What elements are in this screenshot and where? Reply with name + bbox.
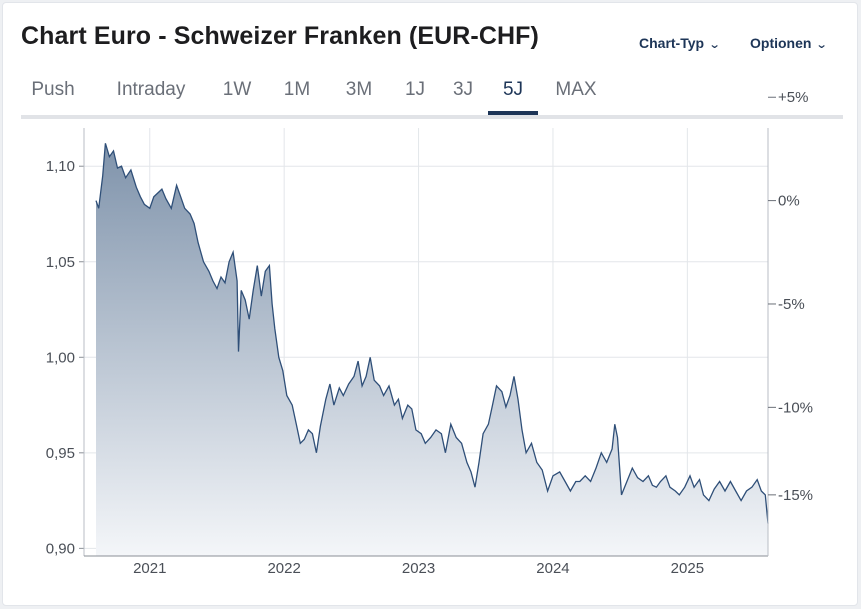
tab-intraday[interactable]: Intraday bbox=[116, 79, 186, 100]
x-tick-label: 2025 bbox=[671, 560, 704, 577]
tab-3j[interactable]: 3J bbox=[452, 79, 474, 100]
price-line bbox=[95, 143, 769, 524]
options-menu[interactable]: Optionen ⌄ bbox=[750, 35, 829, 51]
tab-1j[interactable]: 1J bbox=[404, 79, 426, 100]
page-title: Chart Euro - Schweizer Franken (EUR-CHF) bbox=[21, 22, 539, 50]
tab-max[interactable]: MAX bbox=[555, 79, 597, 100]
y-tick-label: 1,05 bbox=[46, 254, 75, 271]
x-tick-label: 2023 bbox=[402, 560, 435, 577]
y-tick-label: 1,00 bbox=[46, 349, 75, 366]
chevron-down-icon: ⌄ bbox=[708, 39, 721, 51]
tab-3m[interactable]: 3M bbox=[345, 79, 373, 100]
y-tick-label: 0,90 bbox=[46, 540, 75, 557]
chevron-down-icon: ⌄ bbox=[816, 39, 829, 51]
x-tick-label: 2021 bbox=[133, 560, 166, 577]
options-label: Optionen bbox=[750, 35, 812, 51]
tab-1w[interactable]: 1W bbox=[222, 79, 252, 100]
chart-type-label: Chart-Typ bbox=[639, 35, 705, 51]
y2-tick-label: -5% bbox=[778, 296, 805, 313]
x-tick-label: 2022 bbox=[267, 560, 300, 577]
tab-push[interactable]: Push bbox=[31, 79, 75, 100]
x-tick-label: 2024 bbox=[536, 560, 569, 577]
tab-1m[interactable]: 1M bbox=[283, 79, 311, 100]
y-tick-label: 0,95 bbox=[46, 445, 75, 462]
chart-type-menu[interactable]: Chart-Typ ⌄ bbox=[639, 35, 721, 51]
price-area bbox=[96, 143, 768, 557]
y2-tick-label: 0% bbox=[778, 193, 800, 210]
y2-tick-label: -10% bbox=[778, 399, 813, 416]
timeframe-tabs: Push Intraday 1W 1M 3M 1J 3J 5J MAX bbox=[21, 71, 843, 119]
tab-5j[interactable]: 5J bbox=[488, 71, 538, 115]
y2-tick-label: +5% bbox=[778, 89, 808, 106]
y2-tick-label: -15% bbox=[778, 487, 813, 504]
y-tick-label: 1,10 bbox=[46, 158, 75, 175]
